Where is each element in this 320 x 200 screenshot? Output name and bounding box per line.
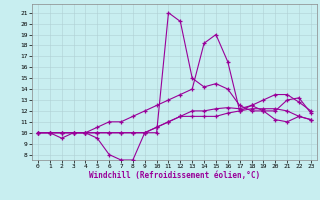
X-axis label: Windchill (Refroidissement éolien,°C): Windchill (Refroidissement éolien,°C) — [89, 171, 260, 180]
